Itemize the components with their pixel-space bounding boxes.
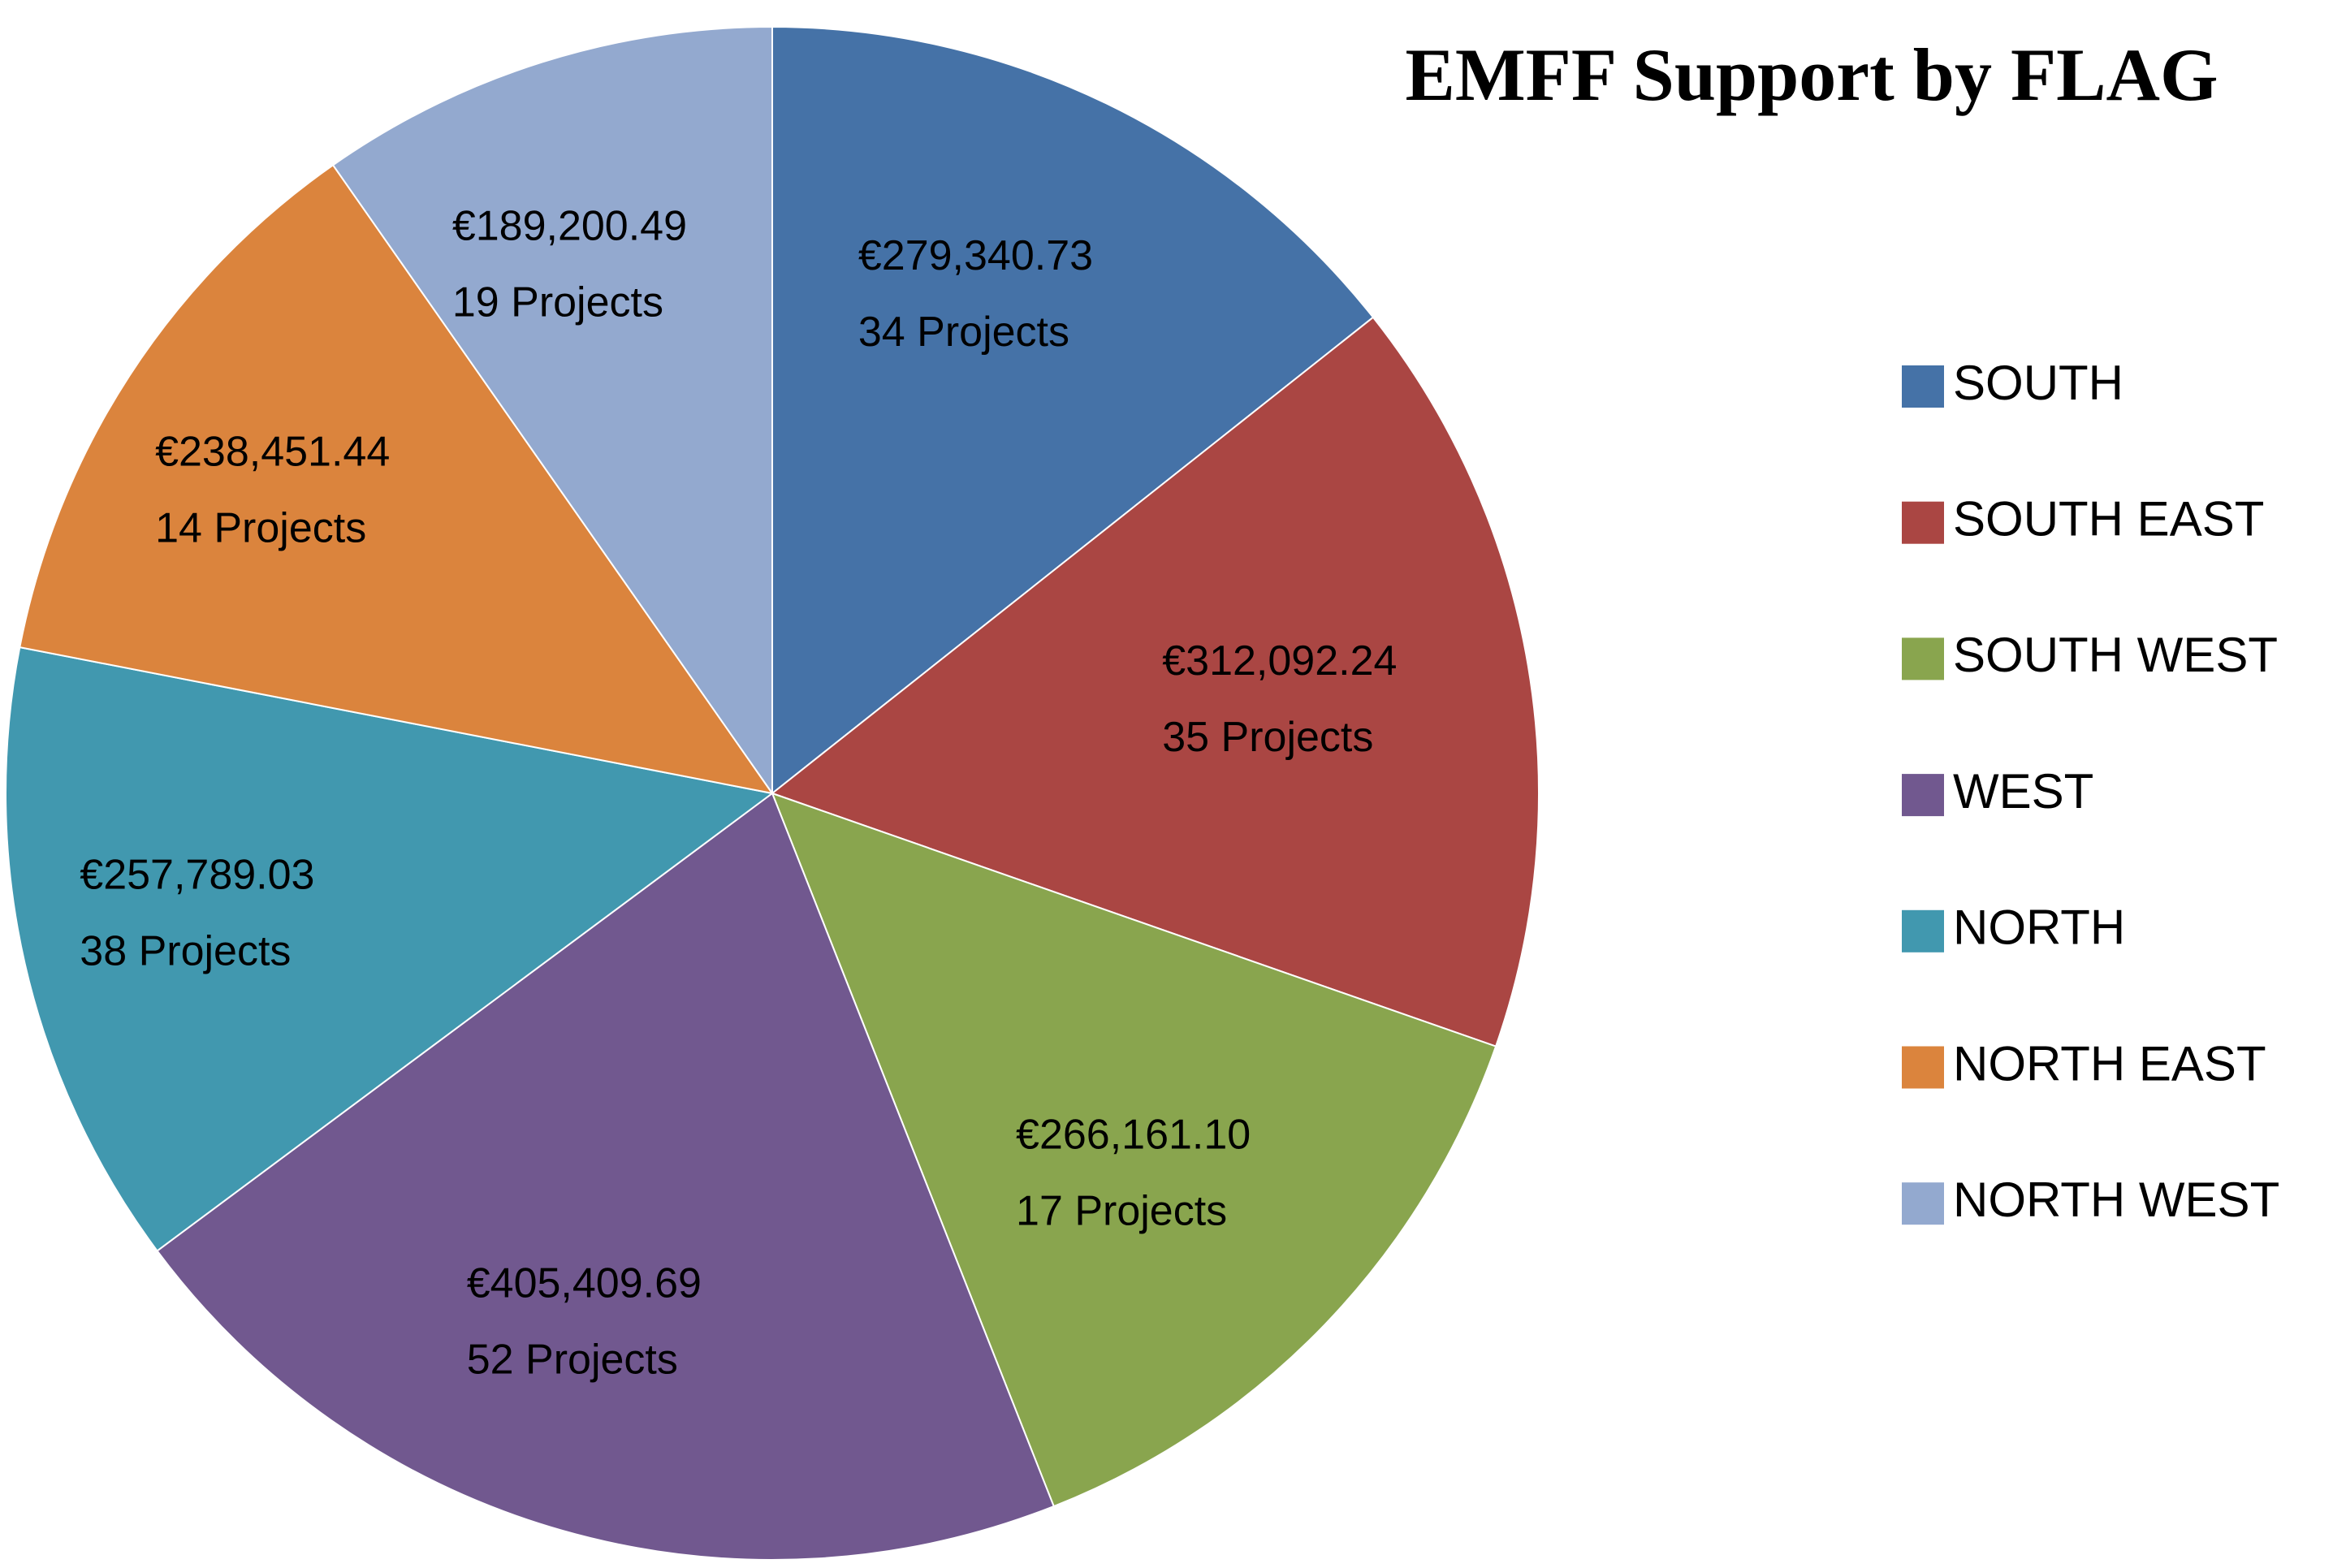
legend-swatch	[1902, 1182, 1944, 1225]
slice-projects-label: 17 Projects	[1016, 1188, 1227, 1235]
pie-slice	[331, 25, 773, 797]
legend-swatch	[1902, 774, 1944, 817]
slice-projects-label: 14 Projects	[155, 504, 366, 551]
pie-slice	[156, 792, 1056, 1561]
legend-label: WEST	[1953, 764, 2093, 819]
slice-value-label: €189,200.49	[452, 202, 687, 249]
slice-projects-label: 34 Projects	[858, 309, 1069, 356]
slice-projects-label: 19 Projects	[452, 279, 663, 326]
pie-slice	[770, 316, 1540, 1047]
pie-slice	[19, 163, 775, 795]
legend-label: NORTH EAST	[1953, 1036, 2266, 1091]
pie-slice	[771, 25, 1375, 796]
legend-label: SOUTH	[1953, 356, 2123, 410]
slice-value-label: €257,789.03	[80, 852, 314, 899]
slice-projects-label: 52 Projects	[467, 1336, 678, 1383]
legend-swatch	[1902, 1046, 1944, 1089]
legend-label: SOUTH WEST	[1953, 628, 2278, 682]
slice-value-label: €312,092.24	[1162, 637, 1397, 685]
slice-value-label: €279,340.73	[858, 232, 1093, 279]
legend-swatch	[1902, 637, 1944, 680]
slice-value-label: €405,409.69	[467, 1259, 702, 1307]
pie-slice	[771, 792, 1497, 1508]
legend-swatch	[1902, 501, 1944, 544]
slice-projects-label: 35 Projects	[1162, 714, 1373, 761]
legend-label: SOUTH EAST	[1953, 492, 2264, 546]
legend-swatch	[1902, 365, 1944, 408]
legend-label: NORTH WEST	[1953, 1173, 2279, 1227]
chart-title: EMFF Support by FLAG	[1405, 33, 2218, 116]
slice-value-label: €238,451.44	[155, 428, 390, 475]
legend-swatch	[1902, 909, 1944, 952]
slice-value-label: €266,161.10	[1016, 1112, 1251, 1159]
legend-label: NORTH	[1953, 901, 2125, 955]
pie-slice	[5, 646, 775, 1252]
slice-projects-label: 38 Projects	[80, 928, 291, 975]
